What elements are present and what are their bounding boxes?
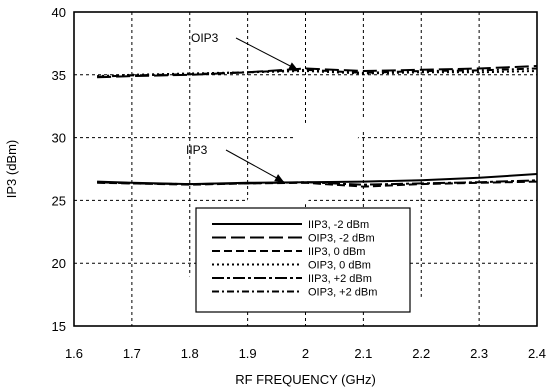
series-line-5 xyxy=(97,179,538,186)
annotation-leaders xyxy=(225,37,299,183)
series-line-2 xyxy=(97,65,538,79)
series-lines xyxy=(97,65,538,188)
x-tick-label: 2.3 xyxy=(470,346,488,361)
x-tick-label: 1.7 xyxy=(123,346,141,361)
annotation-label: OIP3 xyxy=(191,31,219,45)
annotation-leader xyxy=(225,149,285,183)
y-axis-label: IP3 (dBm) xyxy=(4,140,19,199)
annotation-arrowhead xyxy=(274,174,284,182)
x-tick-labels: 1.6 1.7 1.8 1.9 2 2.1 2.2 2.3 2.4 xyxy=(65,346,546,361)
y-tick-label: 35 xyxy=(52,68,66,83)
y-tick-labels: 15 20 25 30 35 40 xyxy=(52,5,66,334)
watermark-stroke xyxy=(360,284,470,391)
y-tick-label: 30 xyxy=(52,131,66,146)
legend-box xyxy=(195,207,411,313)
y-tick-label: 20 xyxy=(52,256,66,271)
plot-frame xyxy=(73,11,538,327)
annotations: OIP3 IIP3 xyxy=(186,31,219,157)
x-tick-label: 1.9 xyxy=(239,346,257,361)
series-line-6 xyxy=(97,67,538,78)
x-axis-label: RF FREQUENCY (GHz) xyxy=(235,372,376,387)
legend-label: IIP3, 0 dBm xyxy=(308,246,365,258)
legend-label: OIP3, -2 dBm xyxy=(308,233,375,245)
annotation-leader xyxy=(235,37,299,71)
y-tick-label: 40 xyxy=(52,5,66,20)
legend-label: IIP3, -2 dBm xyxy=(308,219,369,231)
annotation-arrowhead xyxy=(288,62,298,70)
x-tick-label: 2.4 xyxy=(528,346,546,361)
y-tick-label: 25 xyxy=(52,193,66,208)
legend-label: OIP3, +2 dBm xyxy=(308,287,377,299)
x-tick-label: 2.2 xyxy=(412,346,430,361)
x-tick-label: 1.8 xyxy=(181,346,199,361)
legend-label: OIP3, 0 dBm xyxy=(308,260,371,272)
x-tick-label: 2.1 xyxy=(354,346,372,361)
legend-label: IIP3, +2 dBm xyxy=(308,273,372,285)
x-tick-label: 2 xyxy=(302,346,309,361)
x-tick-label: 1.6 xyxy=(65,346,83,361)
y-tick-label: 15 xyxy=(52,319,66,334)
annotation-label: IIP3 xyxy=(186,143,208,157)
